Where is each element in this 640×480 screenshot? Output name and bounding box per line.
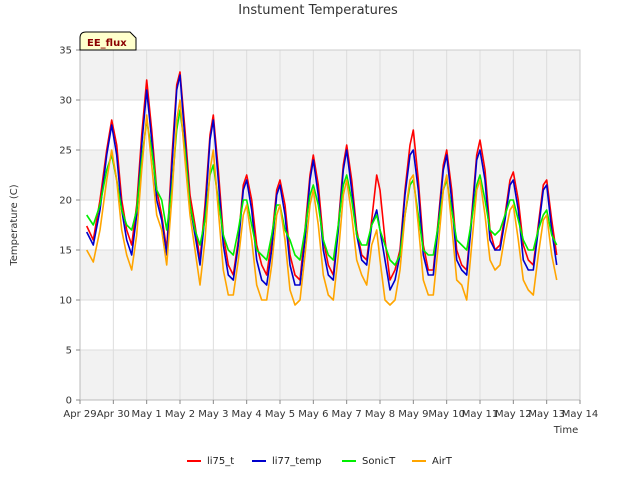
x-tick-label: May 10	[428, 409, 465, 420]
y-tick-label: 15	[59, 246, 72, 257]
x-tick-label: May 14	[562, 409, 599, 420]
band	[80, 100, 580, 150]
band	[80, 250, 580, 300]
y-axis-ticks: 0 5 10 15 20 25 30 35	[59, 46, 80, 407]
y-tick-label: 10	[59, 296, 72, 307]
y-axis-title: Temperature (C)	[9, 184, 20, 266]
background-bands	[80, 50, 580, 400]
y-tick-label: 20	[59, 196, 72, 207]
x-axis-title: Time	[553, 425, 578, 436]
x-tick-label: Apr 30	[97, 409, 130, 420]
legend-item-li77_temp: li77_temp	[252, 456, 321, 467]
legend: li75_t li77_temp SonicT AirT	[187, 456, 453, 467]
axes	[79, 49, 581, 401]
y-tick-label: 0	[66, 396, 72, 407]
x-tick-label: May 7	[332, 409, 362, 420]
x-tick-label: May 11	[462, 409, 499, 420]
x-tick-label: May 9	[398, 409, 428, 420]
legend-label: li75_t	[207, 456, 234, 467]
series-layer	[85, 71, 558, 306]
x-tick-label: May 8	[365, 409, 395, 420]
band	[80, 350, 580, 400]
legend-label: SonicT	[362, 456, 396, 467]
y-tick-label: 25	[59, 146, 72, 157]
legend-label: li77_temp	[272, 456, 321, 467]
chart-title: Instument Temperatures	[238, 3, 398, 18]
y-tick-label: 5	[66, 346, 72, 357]
ee-flux-badge: EE_flux	[79, 31, 137, 51]
x-axis-ticks: Apr 29 Apr 30 May 1 May 2 May 3 May 4 May 5 May…	[63, 400, 598, 420]
legend-item-li75_t: li75_t	[187, 456, 234, 467]
series-line-AirT	[85, 99, 558, 306]
legend-label: AirT	[432, 456, 453, 467]
badge-label: EE_flux	[87, 38, 127, 49]
legend-item-SonicT: SonicT	[342, 456, 396, 467]
x-tick-label: May 5	[265, 409, 295, 420]
x-tick-label: May 2	[165, 409, 195, 420]
x-tick-label: May 1	[132, 409, 162, 420]
series-line-li77_temp	[85, 74, 558, 291]
x-tick-label: May 6	[298, 409, 328, 420]
legend-item-AirT: AirT	[412, 456, 453, 467]
x-tick-label: May 3	[198, 409, 228, 420]
y-tick-label: 35	[59, 46, 72, 57]
band	[80, 50, 580, 100]
band	[80, 300, 580, 350]
band	[80, 200, 580, 250]
x-tick-label: Apr 29	[63, 409, 96, 420]
badge-box	[79, 31, 137, 51]
band	[80, 150, 580, 200]
x-tick-label: May 12	[495, 409, 532, 420]
x-tick-label: May 13	[528, 409, 565, 420]
y-tick-label: 30	[59, 96, 72, 107]
x-tick-label: May 4	[232, 409, 262, 420]
